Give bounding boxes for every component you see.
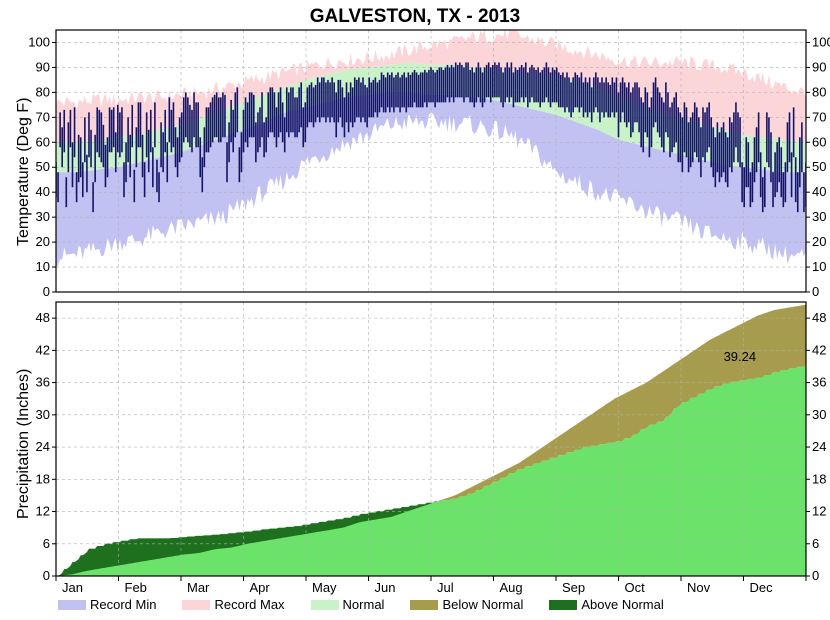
legend-swatch: [58, 600, 86, 610]
x-axis: Jan Feb Mar Apr May Jun Jul Aug Sep Oct Nov Dec: [0, 0, 830, 620]
legend-label: Record Min: [90, 597, 156, 612]
legend-item: Above Normal: [549, 597, 663, 612]
legend: Record Min Record Max Normal Below Normal Ab…: [58, 597, 690, 612]
svg-text:Apr: Apr: [250, 580, 271, 595]
legend-swatch: [549, 600, 577, 610]
legend-item: Below Normal: [410, 597, 523, 612]
legend-item: Normal: [311, 597, 385, 612]
svg-text:Nov: Nov: [687, 580, 711, 595]
svg-text:Jul: Jul: [437, 580, 454, 595]
svg-text:May: May: [312, 580, 337, 595]
legend-swatch: [311, 600, 339, 610]
legend-swatch: [182, 600, 210, 610]
svg-text:Jan: Jan: [62, 580, 83, 595]
legend-label: Below Normal: [442, 597, 523, 612]
svg-text:Oct: Oct: [625, 580, 646, 595]
svg-text:Aug: Aug: [500, 580, 523, 595]
legend-label: Normal: [343, 597, 385, 612]
svg-text:Sep: Sep: [562, 580, 585, 595]
legend-item: Record Max: [182, 597, 284, 612]
svg-text:Mar: Mar: [187, 580, 210, 595]
legend-item: Record Min: [58, 597, 156, 612]
svg-text:Feb: Feb: [125, 580, 147, 595]
svg-text:Dec: Dec: [750, 580, 774, 595]
legend-label: Above Normal: [581, 597, 663, 612]
legend-label: Record Max: [214, 597, 284, 612]
svg-text:Jun: Jun: [375, 580, 396, 595]
legend-swatch: [410, 600, 438, 610]
